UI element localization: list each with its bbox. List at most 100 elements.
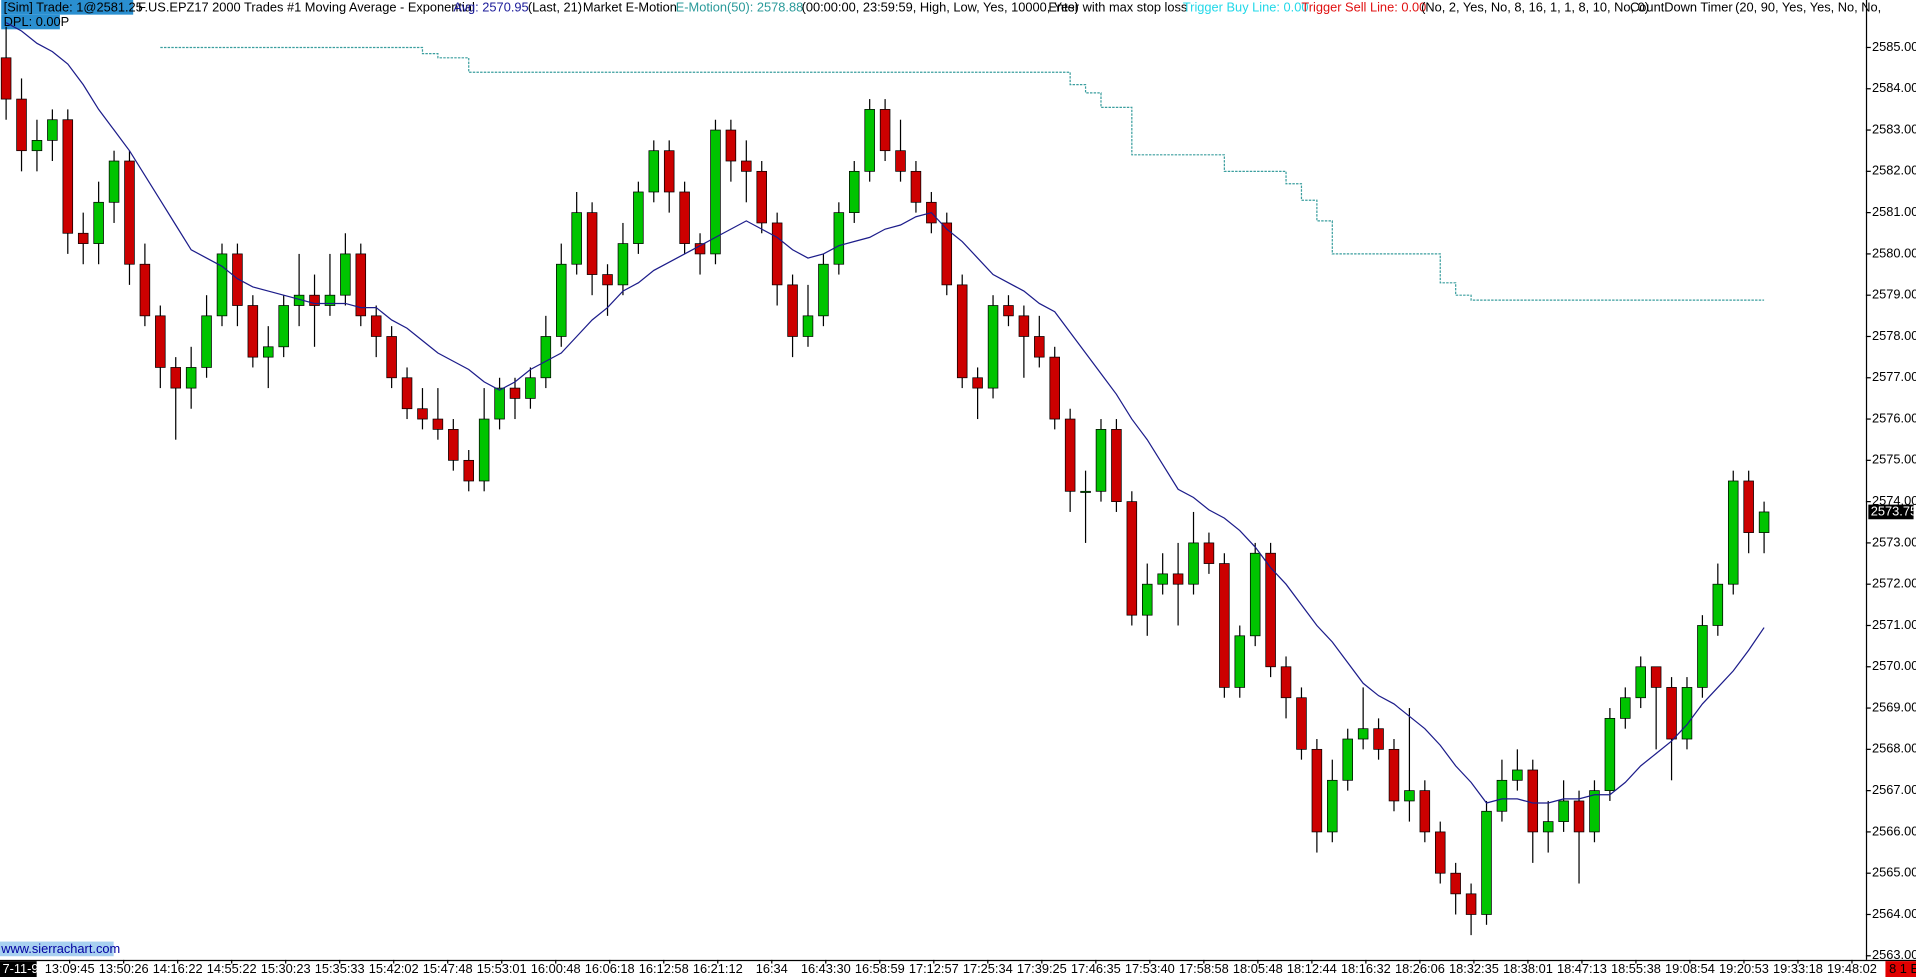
candle-body [771, 222, 783, 286]
candle-body [956, 284, 968, 379]
candle-body [910, 170, 922, 203]
x-tick-label: 13:09:45 [45, 961, 95, 976]
x-tick-label: 19:33:18 [1773, 961, 1823, 976]
candle-body [1666, 687, 1677, 740]
y-tick-label: 2565.00 [1872, 865, 1916, 880]
candle-body [602, 274, 613, 286]
candle-body [401, 377, 413, 410]
candle-body [879, 109, 891, 152]
candle-body [1172, 573, 1184, 585]
candle-body [663, 150, 675, 193]
y-tick-label: 2584.00 [1872, 80, 1916, 95]
x-tick-label: 18:47:13 [1557, 961, 1607, 976]
candle-body [309, 294, 320, 306]
x-tick-label: 18:55:38 [1611, 961, 1661, 976]
candle-body [1034, 336, 1045, 358]
candle-body [340, 253, 351, 296]
candle-body [818, 263, 829, 317]
candle-body [1450, 872, 1461, 895]
y-tick-label: 2572.00 [1872, 576, 1916, 591]
candle-body [1373, 728, 1384, 750]
y-tick-label: 2563.00 [1872, 947, 1916, 962]
x-tick-label: 15:47:48 [423, 961, 473, 976]
x-tick-label: 16:00:48 [531, 961, 581, 976]
dpl-badge [1, 14, 60, 30]
candle-body [370, 315, 382, 337]
candle-body [1296, 697, 1307, 750]
x-tick-label: 18:12:44 [1287, 961, 1337, 976]
candle-body [47, 119, 58, 141]
candle-body [571, 212, 582, 265]
candle-body [1219, 563, 1230, 688]
y-tick-label: 2569.00 [1872, 699, 1916, 714]
x-tick-label: 15:42:02 [369, 961, 419, 976]
x-tick-label: 14:55:22 [207, 961, 257, 976]
y-tick-label: 2576.00 [1872, 410, 1916, 425]
candle-body [941, 222, 953, 286]
candle-body [1650, 666, 1662, 688]
x-tick-label: 18:26:06 [1395, 961, 1445, 976]
candle-body [1203, 542, 1215, 564]
candle-body [679, 191, 690, 244]
header-text: E-Motion(50): 2578.88 [676, 0, 804, 14]
x-tick-label: 19:20:53 [1719, 961, 1769, 976]
x-tick-label: 17:58:58 [1179, 961, 1229, 976]
candle-body [987, 305, 999, 389]
dpl-text: DPL: 0.00P [4, 14, 70, 29]
candle-body [478, 418, 490, 482]
header-text: (Last, 21) [528, 0, 582, 14]
candle-body [509, 387, 521, 399]
x-tick-label: 16:58:59 [855, 961, 905, 976]
candle-body [1758, 511, 1770, 533]
candle-body [1558, 800, 1569, 822]
candle-body [324, 294, 336, 306]
candle-body [432, 418, 444, 430]
candle-body [1126, 501, 1138, 616]
header-text: (00:00:00, 23:59:59, High, Low, Yes, 100… [802, 0, 1079, 14]
candle-body [77, 232, 89, 244]
header-text: Enter with max stop loss [1048, 0, 1187, 14]
candle-body [1573, 800, 1585, 833]
candle-body [108, 160, 120, 203]
candle-body [1327, 779, 1338, 833]
y-tick-label: 2574.00 [1872, 493, 1916, 508]
candle-body [263, 346, 274, 358]
candle-body [170, 367, 181, 389]
x-tick-label: 16:34 [756, 961, 788, 976]
y-tick-label: 2571.00 [1872, 617, 1916, 632]
candle-body [756, 170, 767, 224]
header-text: (20, 90, Yes, Yes, No, No, [1735, 0, 1881, 14]
header-text: Avg: 2570.95 [453, 0, 528, 14]
x-tick-label: 17:12:57 [909, 961, 959, 976]
candle-body [247, 305, 259, 358]
x-tick-label: 18:32:35 [1449, 961, 1499, 976]
candle-body [1496, 779, 1508, 812]
date-label: 7-11-9 [2, 961, 38, 976]
x-tick-label: 19:48:02 [1827, 961, 1877, 976]
candle-body [155, 315, 166, 368]
x-tick-label: 15:30:23 [261, 961, 311, 976]
y-tick-label: 2564.00 [1872, 906, 1916, 921]
x-tick-label: 17:46:35 [1071, 961, 1121, 976]
price-label: 2573.75 [1871, 503, 1916, 518]
x-tick-label: 14:16:22 [153, 961, 203, 976]
candle-body [1095, 429, 1107, 492]
watermark: www.sierrachart.com [0, 941, 120, 956]
x-tick-label: 13:50:26 [99, 961, 149, 976]
x-tick-label: 19:08:54 [1665, 961, 1715, 976]
candle-body [278, 305, 289, 348]
x-tick-label: 16:12:58 [639, 961, 689, 976]
candle-body [1049, 356, 1060, 420]
x-tick-label: 17:39:25 [1017, 961, 1067, 976]
candle-body [16, 98, 27, 152]
x-tick-label: 18:05:48 [1233, 961, 1283, 976]
y-tick-label: 2567.00 [1872, 782, 1916, 797]
candle-body [31, 140, 43, 152]
x-tick-label: 17:25:34 [963, 961, 1013, 976]
y-tick-label: 2585.00 [1872, 39, 1916, 54]
x-tick-label: 16:43:30 [801, 961, 851, 976]
candle-body [185, 367, 197, 389]
candle-body [1388, 748, 1400, 802]
